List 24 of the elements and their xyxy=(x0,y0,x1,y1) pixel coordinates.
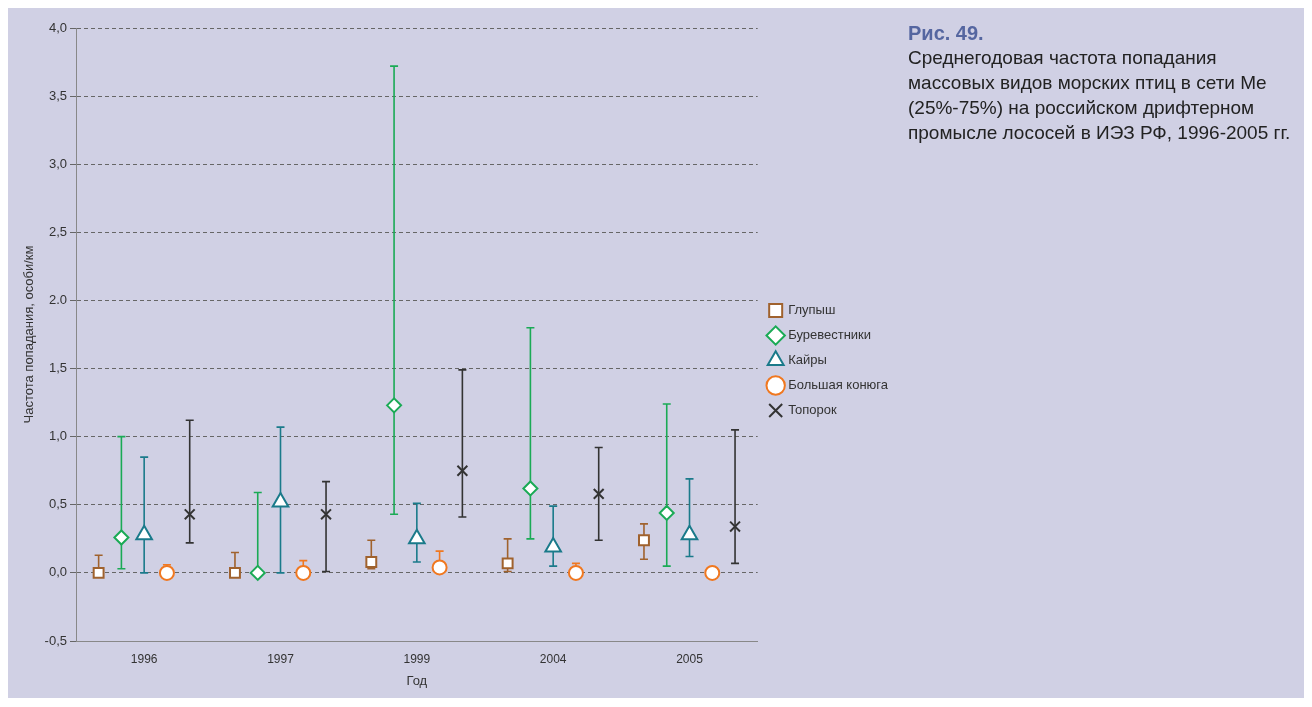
y-tick-label: 2,5 xyxy=(48,223,67,239)
y-tick-label: 1,5 xyxy=(48,360,67,376)
x-axis-title: Год xyxy=(406,672,428,688)
x-tick-label: 1999 xyxy=(403,651,431,666)
legend-label: Топорок xyxy=(788,402,838,418)
text: Среднегодовая частота попадания массовых видов морских птиц в сети Me (25%-75%) на российском дрифтерном промысле лососей в ИЭЗ РФ, 1996-2005 гг. xyxy=(908,46,1292,145)
legend-label: Большая конюга xyxy=(788,377,889,393)
y-tick-label: 2.0 xyxy=(48,292,67,308)
y-tick-label: -0,5 xyxy=(44,632,67,648)
legend-label: Кайры xyxy=(788,352,827,368)
y-axis-title: Частота попадания, особи/км xyxy=(21,245,37,424)
x-tick-label: 2004 xyxy=(539,651,567,666)
y-tick-label: 0,0 xyxy=(48,564,67,580)
y-tick-label: 3,5 xyxy=(48,87,67,103)
legend-label: Глупыш xyxy=(788,302,836,318)
y-tick-label: 1,0 xyxy=(48,428,67,444)
x-tick-label: 1996 xyxy=(130,651,158,666)
y-tick-label: 4,0 xyxy=(48,19,67,35)
x-tick-label: 2005 xyxy=(676,651,704,666)
x-tick-label: 1997 xyxy=(267,651,295,666)
y-tick-label: 0,5 xyxy=(48,496,67,512)
text: Рис. 49. xyxy=(908,22,985,45)
y-tick-label: 3,0 xyxy=(48,155,67,171)
legend-label: Буревестники xyxy=(788,327,872,343)
